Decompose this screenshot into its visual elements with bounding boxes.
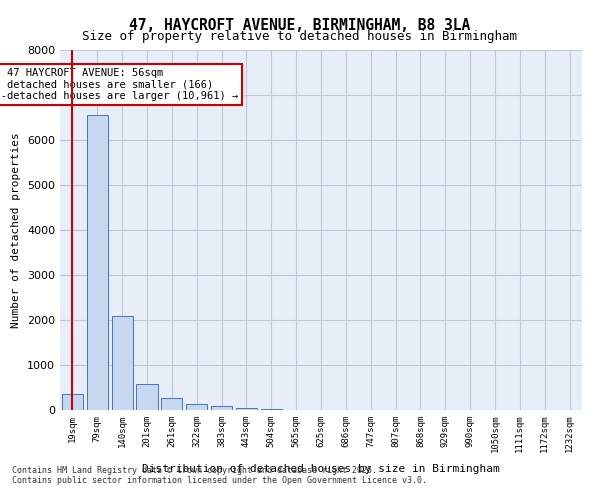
Bar	[87, 116, 108, 410]
Bar	[261, 409, 282, 410]
Bar	[62, 394, 83, 410]
Text: Size of property relative to detached houses in Birmingham: Size of property relative to detached ho…	[83, 30, 517, 43]
Bar	[136, 384, 158, 410]
X-axis label: Distribution of detached houses by size in Birmingham: Distribution of detached houses by size …	[142, 464, 500, 473]
Text: 47, HAYCROFT AVENUE, BIRMINGHAM, B8 3LA: 47, HAYCROFT AVENUE, BIRMINGHAM, B8 3LA	[130, 18, 470, 32]
Bar	[112, 316, 133, 410]
Bar	[236, 408, 257, 410]
Bar	[211, 406, 232, 410]
Bar	[186, 404, 207, 410]
Text: Contains HM Land Registry data © Crown copyright and database right 2025.
Contai: Contains HM Land Registry data © Crown c…	[12, 466, 427, 485]
Bar	[161, 398, 182, 410]
Y-axis label: Number of detached properties: Number of detached properties	[11, 132, 22, 328]
Text: 47 HAYCROFT AVENUE: 56sqm
← 1% of detached houses are smaller (166)
99% of semi-: 47 HAYCROFT AVENUE: 56sqm ← 1% of detach…	[0, 68, 238, 101]
